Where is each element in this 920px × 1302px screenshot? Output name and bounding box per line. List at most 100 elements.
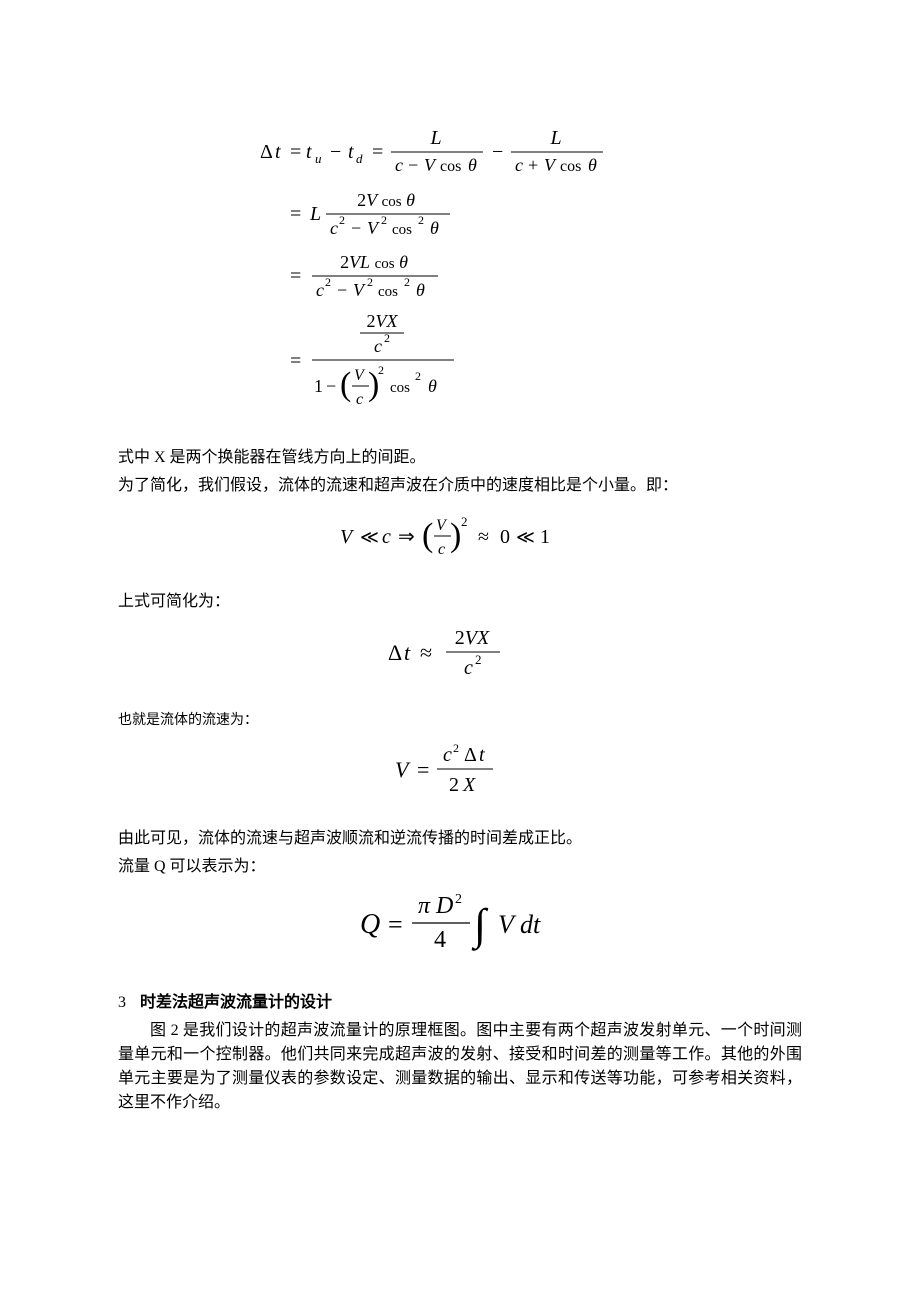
svg-text:2: 2 xyxy=(461,514,468,529)
svg-text:2: 2 xyxy=(418,213,424,227)
svg-text:=: = xyxy=(290,203,301,225)
svg-text:=: = xyxy=(417,757,429,782)
paragraph-x-definition: 式中 X 是两个换能器在管线方向上的间距。 xyxy=(118,446,802,470)
svg-text:θ: θ xyxy=(430,218,439,238)
svg-text:t: t xyxy=(479,744,485,766)
section-title: 时差法超声波流量计的设计 xyxy=(140,994,332,1011)
svg-text:π: π xyxy=(418,893,431,919)
svg-text:D: D xyxy=(435,893,453,919)
svg-text:2: 2 xyxy=(475,652,482,667)
svg-text:L: L xyxy=(549,127,561,149)
svg-text:2VL cos θ: 2VL cos θ xyxy=(340,252,408,272)
svg-text:−: − xyxy=(492,141,503,163)
equation-v-solution: V = c 2 Δ t 2 X xyxy=(118,741,802,809)
svg-text:1: 1 xyxy=(314,376,323,396)
paragraph-simplified-label: 上式可简化为： xyxy=(118,590,802,614)
svg-text:cos: cos xyxy=(392,222,412,238)
svg-text:⇒: ⇒ xyxy=(398,526,415,548)
svg-text:L: L xyxy=(429,127,441,149)
text: 图 2 是我们设计的超声波流量计的原理框图。图中主要有两个超声波发射单元、一个时… xyxy=(118,1022,802,1111)
paragraph-velocity-label: 也就是流体的流速为： xyxy=(118,710,802,731)
svg-text:2V cos θ: 2V cos θ xyxy=(357,190,415,210)
svg-text:2: 2 xyxy=(381,213,387,227)
svg-text:2VX: 2VX xyxy=(367,311,399,331)
page-content: Δ t = t u − t d = L c − V cos θ xyxy=(0,0,920,1179)
paragraph-simplify-assumption: 为了简化，我们假设，流体的流速和超声波在介质中的速度相比是个小量。即： xyxy=(118,474,802,498)
svg-text:d: d xyxy=(356,151,363,166)
svg-text:2: 2 xyxy=(453,741,459,755)
svg-text:V: V xyxy=(498,910,517,939)
svg-text:t: t xyxy=(275,141,281,163)
svg-text:θ: θ xyxy=(468,155,477,175)
svg-text:V: V xyxy=(353,280,366,300)
svg-text:t: t xyxy=(348,141,354,163)
svg-text:2: 2 xyxy=(325,275,331,289)
svg-text:V: V xyxy=(424,155,437,175)
svg-text:c: c xyxy=(395,155,403,175)
svg-text:(: ( xyxy=(422,517,433,554)
paragraph-proportional: 由此可见，流体的流速与超声波顺流和逆流传播的时间差成正比。 xyxy=(118,827,802,851)
svg-text:+: + xyxy=(528,155,538,175)
svg-text:cos: cos xyxy=(390,380,410,396)
svg-text:V: V xyxy=(436,517,448,534)
svg-text:c: c xyxy=(374,336,382,356)
svg-text:2: 2 xyxy=(367,275,373,289)
svg-text:c: c xyxy=(316,280,324,300)
text: 流量 Q 可以表示为： xyxy=(118,858,266,875)
svg-text:L: L xyxy=(309,203,321,225)
svg-text:θ: θ xyxy=(588,155,597,175)
svg-text:−: − xyxy=(330,141,341,163)
svg-text:2: 2 xyxy=(404,275,410,289)
svg-text:2: 2 xyxy=(415,369,421,383)
svg-text:−: − xyxy=(326,376,336,396)
svg-text:c: c xyxy=(443,744,452,766)
svg-text:θ: θ xyxy=(416,280,425,300)
equation-flow-q: Q = π D 2 4 ∫ V dt xyxy=(118,889,802,969)
svg-text:1: 1 xyxy=(540,526,550,548)
section-3-body: 图 2 是我们设计的超声波流量计的原理框图。图中主要有两个超声波发射单元、一个时… xyxy=(118,1019,802,1115)
equation-dt-derivation: Δ t = t u − t d = L c − V cos θ xyxy=(118,120,802,428)
svg-text:dt: dt xyxy=(520,910,541,939)
svg-text:0: 0 xyxy=(500,526,510,548)
svg-text:2: 2 xyxy=(455,892,462,907)
text: 上式可简化为： xyxy=(118,593,230,610)
svg-text:Δ: Δ xyxy=(464,744,477,766)
svg-text:V: V xyxy=(367,218,380,238)
svg-text:c: c xyxy=(356,391,363,408)
svg-text:2: 2 xyxy=(449,774,459,796)
svg-text:cos: cos xyxy=(440,158,461,175)
text: 式中 X 是两个换能器在管线方向上的间距。 xyxy=(118,449,426,466)
svg-text:∫: ∫ xyxy=(471,900,489,951)
svg-text:≪: ≪ xyxy=(360,527,379,547)
svg-text:=: = xyxy=(372,141,383,163)
svg-text:V: V xyxy=(340,526,355,548)
svg-text:c: c xyxy=(382,526,391,548)
text: 为了简化，我们假设，流体的流速和超声波在介质中的速度相比是个小量。即： xyxy=(118,477,678,494)
svg-text:Q: Q xyxy=(360,909,380,940)
svg-text:2: 2 xyxy=(378,363,384,377)
section-3-heading: 3 时差法超声波流量计的设计 xyxy=(118,991,802,1015)
paragraph-flow-label: 流量 Q 可以表示为： xyxy=(118,855,802,879)
svg-text:cos: cos xyxy=(560,158,581,175)
svg-text:4: 4 xyxy=(434,927,446,953)
text: 由此可见，流体的流速与超声波顺流和逆流传播的时间差成正比。 xyxy=(118,830,582,847)
svg-text:=: = xyxy=(290,141,301,163)
svg-text:2: 2 xyxy=(384,331,390,345)
equation-dt-approx: Δ t ≈ 2VX c 2 xyxy=(118,624,802,692)
svg-text:t: t xyxy=(306,141,312,163)
svg-text:−: − xyxy=(351,218,361,238)
svg-text:c: c xyxy=(438,541,445,558)
svg-text:c: c xyxy=(515,155,523,175)
svg-text:Δ: Δ xyxy=(260,141,273,163)
text: 也就是流体的流速为： xyxy=(118,713,258,728)
svg-text:2VX: 2VX xyxy=(455,627,490,649)
svg-text:t: t xyxy=(404,640,411,665)
section-number: 3 xyxy=(118,994,126,1011)
svg-text:≈: ≈ xyxy=(478,526,489,548)
svg-text:≈: ≈ xyxy=(420,640,432,665)
svg-text:−: − xyxy=(408,155,418,175)
svg-text:=: = xyxy=(388,910,403,939)
svg-text:≪: ≪ xyxy=(516,527,535,547)
svg-text:−: − xyxy=(337,280,347,300)
svg-text:X: X xyxy=(462,774,476,796)
